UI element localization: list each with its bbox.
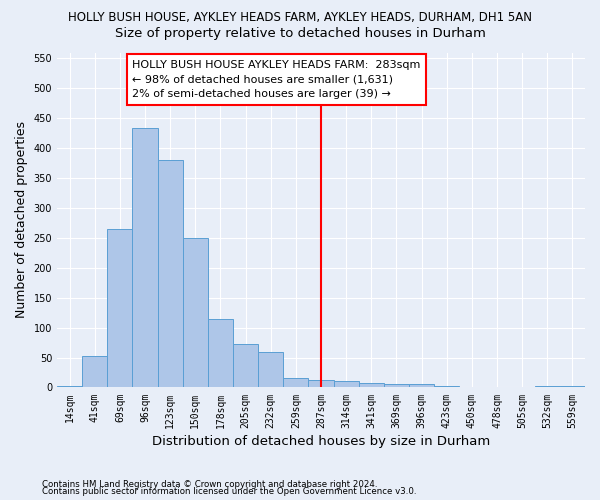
Bar xyxy=(308,380,334,388)
Y-axis label: Number of detached properties: Number of detached properties xyxy=(15,122,28,318)
Bar xyxy=(233,344,258,388)
Bar xyxy=(409,384,434,388)
Bar xyxy=(133,128,158,388)
Text: Contains HM Land Registry data © Crown copyright and database right 2024.: Contains HM Land Registry data © Crown c… xyxy=(42,480,377,489)
X-axis label: Distribution of detached houses by size in Durham: Distribution of detached houses by size … xyxy=(152,434,490,448)
Bar xyxy=(334,382,359,388)
Text: Contains public sector information licensed under the Open Government Licence v3: Contains public sector information licen… xyxy=(42,488,416,496)
Text: HOLLY BUSH HOUSE AYKLEY HEADS FARM:  283sqm
← 98% of detached houses are smaller: HOLLY BUSH HOUSE AYKLEY HEADS FARM: 283s… xyxy=(133,60,421,100)
Bar xyxy=(283,378,308,388)
Bar xyxy=(384,384,409,388)
Bar xyxy=(434,386,459,388)
Bar xyxy=(208,318,233,388)
Bar xyxy=(560,386,585,388)
Bar xyxy=(82,356,107,388)
Text: HOLLY BUSH HOUSE, AYKLEY HEADS FARM, AYKLEY HEADS, DURHAM, DH1 5AN: HOLLY BUSH HOUSE, AYKLEY HEADS FARM, AYK… xyxy=(68,12,532,24)
Text: Size of property relative to detached houses in Durham: Size of property relative to detached ho… xyxy=(115,28,485,40)
Bar xyxy=(535,386,560,388)
Bar xyxy=(158,160,183,388)
Bar xyxy=(107,229,133,388)
Bar xyxy=(359,384,384,388)
Bar xyxy=(57,386,82,388)
Bar xyxy=(183,238,208,388)
Bar xyxy=(258,352,283,388)
